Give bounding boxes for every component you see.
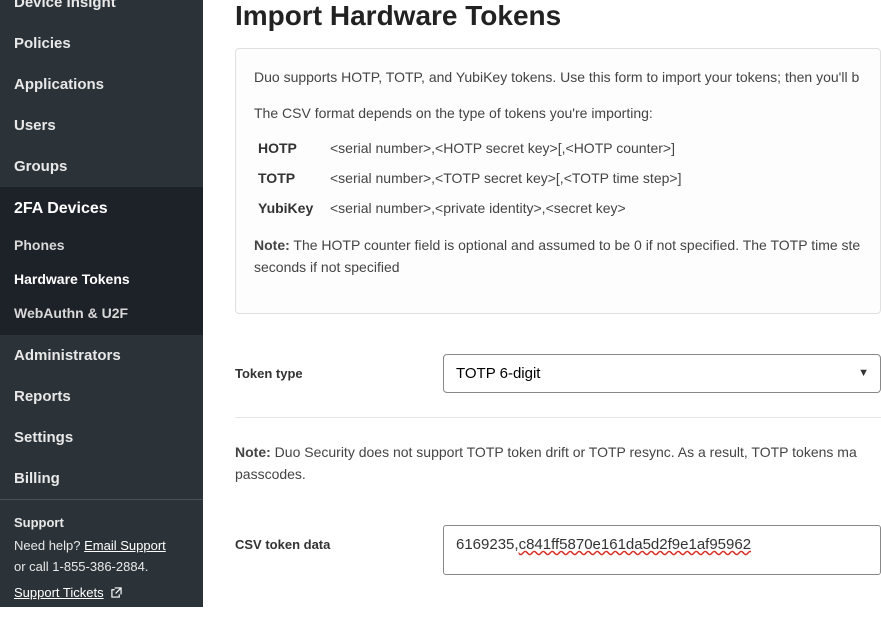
format-table: HOTP <serial number>,<HOTP secret key>[,… xyxy=(258,138,862,219)
drift-note: Note: Duo Security does not support TOTP… xyxy=(235,442,881,485)
csv-token-data-input[interactable]: 6169235,c841ff5870e161da5d2f9e1af95962 xyxy=(443,525,881,575)
csv-data-row: CSV token data 6169235,c841ff5870e161da5… xyxy=(235,525,881,575)
support-tickets-link[interactable]: Support Tickets xyxy=(14,585,104,600)
token-type-select[interactable]: TOTP 6-digit xyxy=(443,354,881,393)
email-support-link[interactable]: Email Support xyxy=(84,538,166,553)
info-note: Note: The HOTP counter field is optional… xyxy=(254,235,862,278)
sidebar-item-groups[interactable]: Groups xyxy=(0,146,203,187)
format-row-yubikey: YubiKey <serial number>,<private identit… xyxy=(258,198,862,220)
sidebar-item-settings[interactable]: Settings xyxy=(0,417,203,458)
sidebar-subitem-hardware-tokens[interactable]: Hardware Tokens xyxy=(0,262,203,296)
intro-text-1: Duo supports HOTP, TOTP, and YubiKey tok… xyxy=(254,67,862,89)
support-block: Support Need help? Email Support or call… xyxy=(0,499,203,617)
sidebar-subitem-webauthn-u2f[interactable]: WebAuthn & U2F xyxy=(0,296,203,335)
page-title: Import Hardware Tokens xyxy=(235,0,881,32)
sidebar-item-administrators[interactable]: Administrators xyxy=(0,335,203,376)
main-content: Import Hardware Tokens Duo supports HOTP… xyxy=(203,0,881,607)
csv-label: CSV token data xyxy=(235,525,443,552)
divider xyxy=(235,417,881,418)
token-type-row: Token type TOTP 6-digit ▼ xyxy=(235,354,881,393)
intro-text-2: The CSV format depends on the type of to… xyxy=(254,103,862,125)
external-link-icon xyxy=(111,584,122,595)
support-need-help: Need help? Email Support xyxy=(14,536,189,557)
sidebar-item-users[interactable]: Users xyxy=(0,105,203,146)
support-title: Support xyxy=(14,513,189,534)
support-phone: or call 1-855-386-2884. xyxy=(14,557,189,578)
sidebar-item-device-insight[interactable]: Device Insight xyxy=(0,0,203,23)
sidebar-item-policies[interactable]: Policies xyxy=(0,23,203,64)
sidebar-item-billing[interactable]: Billing xyxy=(0,458,203,499)
sidebar-subitem-phones[interactable]: Phones xyxy=(0,228,203,262)
info-box: Duo supports HOTP, TOTP, and YubiKey tok… xyxy=(235,48,881,314)
format-row-totp: TOTP <serial number>,<TOTP secret key>[,… xyxy=(258,168,862,190)
token-type-select-wrap: TOTP 6-digit ▼ xyxy=(443,354,881,393)
sidebar-item-reports[interactable]: Reports xyxy=(0,376,203,417)
token-type-label: Token type xyxy=(235,366,443,381)
sidebar-section-2fa-devices[interactable]: 2FA Devices xyxy=(0,187,203,228)
sidebar: Device Insight Policies Applications Use… xyxy=(0,0,203,607)
format-row-hotp: HOTP <serial number>,<HOTP secret key>[,… xyxy=(258,138,862,160)
sidebar-item-applications[interactable]: Applications xyxy=(0,64,203,105)
